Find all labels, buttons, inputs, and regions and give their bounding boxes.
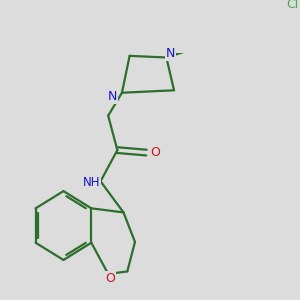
Text: Cl: Cl [286, 0, 298, 11]
Text: N: N [166, 47, 175, 60]
Text: O: O [151, 146, 160, 159]
Text: N: N [108, 90, 118, 103]
Text: NH: NH [82, 176, 100, 189]
Text: O: O [105, 272, 115, 285]
